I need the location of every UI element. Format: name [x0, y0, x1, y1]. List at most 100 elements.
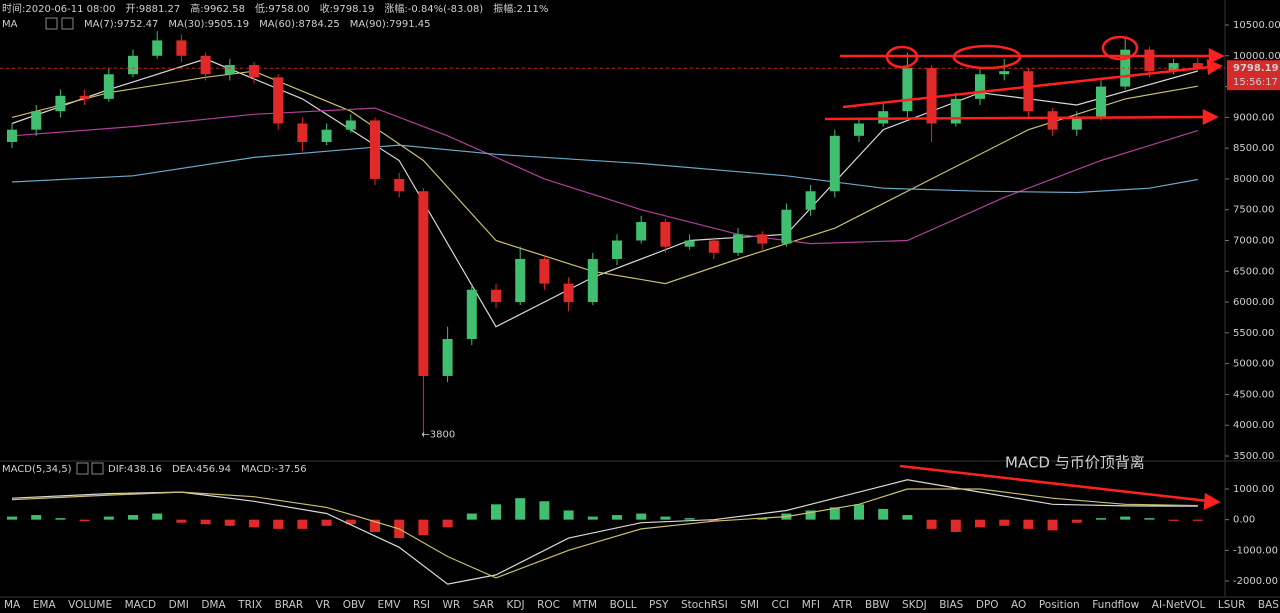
histogram-bar	[418, 519, 429, 536]
legend-title: MACD(5,34,5)	[2, 464, 72, 475]
indicator-tab[interactable]: SMI	[740, 599, 759, 611]
candle-body	[757, 234, 768, 244]
indicator-tab[interactable]: VR	[316, 599, 330, 611]
indicator-tab[interactable]: MFI	[802, 599, 820, 611]
indicator-tab[interactable]: OBV	[343, 599, 366, 611]
histogram-bar	[273, 519, 284, 529]
indicator-tab[interactable]: LSUR	[1218, 599, 1246, 611]
candle-body	[1047, 111, 1058, 130]
series-line	[11, 144, 1198, 194]
indicator-tab[interactable]: RSI	[413, 599, 430, 611]
indicator-tab[interactable]: AO	[1011, 599, 1026, 611]
indicator-tab[interactable]: StochRSI	[681, 599, 728, 611]
header-field: 开:9881.27	[125, 4, 180, 15]
candle-body	[394, 178, 405, 192]
indicator-tab[interactable]: BASIS	[1258, 599, 1280, 611]
indicator-tab[interactable]: MTM	[573, 599, 598, 611]
indicator-tab[interactable]: EMV	[378, 599, 402, 611]
indicator-tab[interactable]: MACD	[125, 599, 156, 611]
indicator-tab[interactable]: ROC	[537, 599, 560, 611]
histogram-bar	[926, 519, 937, 529]
y-tick-label: 1000.00	[1233, 484, 1274, 495]
candle-body	[297, 123, 308, 142]
legend-entry: MA(90):7991.45	[350, 19, 431, 30]
y-tick-label: -2000.00	[1233, 576, 1278, 587]
indicator-tab[interactable]: SAR	[473, 599, 494, 611]
close-icon[interactable]	[61, 17, 74, 30]
indicator-tab[interactable]: MA	[4, 599, 21, 611]
indicator-tab[interactable]: PSY	[649, 599, 669, 611]
indicator-tab[interactable]: KDJ	[507, 599, 525, 611]
legend-entry: MA(30):9505.19	[168, 19, 249, 30]
histogram-bar	[128, 515, 138, 520]
indicator-tab[interactable]: Fundflow	[1092, 599, 1139, 611]
series-line	[11, 107, 1198, 245]
candle-body	[878, 111, 889, 124]
arrow-head	[1202, 108, 1219, 126]
highlight-ellipse	[885, 45, 919, 69]
indicator-tab[interactable]: ATR	[832, 599, 852, 611]
histogram-bar	[1047, 519, 1058, 531]
histogram-bar	[636, 513, 647, 520]
indicator-tab[interactable]: AI-NetVOL	[1152, 599, 1206, 611]
price-tag-label: 9798.19	[1233, 63, 1279, 74]
indicator-tab[interactable]: BRAR	[275, 599, 304, 611]
histogram-bar	[660, 516, 671, 520]
indicator-tab[interactable]: WR	[443, 599, 461, 611]
indicator-tab[interactable]: EMA	[33, 599, 57, 611]
indicator-tab[interactable]: Position	[1039, 599, 1080, 611]
histogram-bar	[249, 519, 259, 528]
candle-body	[587, 258, 598, 303]
indicator-tab[interactable]: VOLUME	[68, 599, 112, 611]
header-field: 振幅:2.11%	[493, 2, 548, 15]
indicator-tab[interactable]: DMA	[201, 599, 226, 611]
indicator-tab[interactable]: TRIX	[237, 599, 262, 611]
candle-body	[902, 68, 913, 112]
indicator-tab[interactable]: CCI	[772, 599, 790, 611]
candle-body	[370, 120, 380, 179]
candle-body	[491, 289, 501, 303]
candle-body	[79, 95, 90, 99]
low-annotation: ←3800	[421, 430, 455, 441]
y-tick-label: 7000.00	[1233, 235, 1274, 246]
candle-body	[539, 258, 550, 284]
candle-body	[636, 222, 647, 241]
header-field: 涨幅:-0.84%(-83.08)	[384, 2, 483, 15]
candle-body	[200, 55, 211, 75]
candle-body	[31, 111, 42, 130]
indicator-tab[interactable]: DMI	[169, 599, 189, 611]
arrow-head	[1203, 492, 1221, 511]
histogram-bar	[757, 518, 768, 520]
histogram-bar	[805, 510, 816, 520]
histogram-bar	[7, 516, 17, 520]
header-field: 收:9798.19	[320, 2, 375, 15]
y-tick-label: 4500.00	[1233, 389, 1274, 400]
candle-body	[224, 65, 235, 75]
legend-entry: DEA:456.94	[172, 464, 231, 475]
indicator-tab[interactable]: DPO	[976, 599, 999, 611]
indicator-tab[interactable]: SKDJ	[902, 599, 927, 611]
settings-icon[interactable]	[76, 462, 89, 475]
candle-body	[684, 240, 695, 247]
histogram-bar	[515, 498, 526, 520]
candle-body	[708, 240, 719, 253]
close-icon[interactable]	[91, 462, 104, 475]
candle-body	[950, 98, 961, 124]
divergence-line	[899, 464, 1209, 503]
y-tick-label: 4000.00	[1233, 420, 1274, 431]
candle-body	[515, 258, 526, 303]
indicator-tab[interactable]: BOLL	[610, 599, 637, 611]
candle-body	[1096, 86, 1106, 118]
histogram-bar	[587, 516, 598, 520]
candle-body	[345, 120, 356, 130]
candle-body	[733, 234, 743, 253]
candle-body	[999, 71, 1010, 75]
settings-icon[interactable]	[45, 17, 58, 30]
candle-body	[466, 289, 477, 340]
histogram-bar	[1144, 518, 1155, 520]
indicator-tab[interactable]: BBW	[865, 599, 890, 611]
histogram-bar	[31, 515, 42, 520]
indicator-tab[interactable]: BIAS	[939, 599, 963, 611]
histogram-bar	[103, 516, 114, 520]
